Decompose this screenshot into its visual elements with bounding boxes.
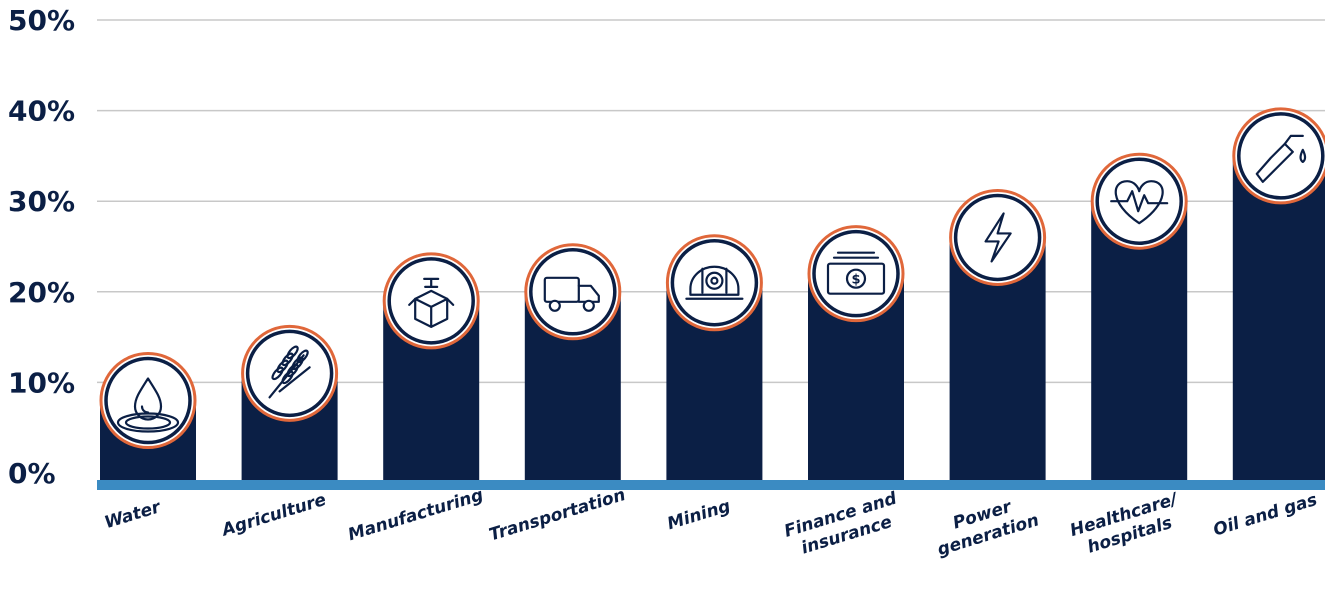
fuel-nozzle-icon (1232, 107, 1325, 205)
y-tick-label: 20% (8, 276, 75, 309)
y-tick-label: 30% (8, 185, 75, 218)
x-label-manufacturing: Manufacturing (346, 485, 486, 545)
category-icons: $ (99, 107, 1325, 450)
y-tick-label: 40% (8, 95, 75, 128)
bar-oil-and-gas (1232, 155, 1325, 481)
x-label-transportation: Transportation (487, 485, 628, 545)
y-tick-label: 0% (8, 457, 56, 490)
y-tick-label: 50% (8, 4, 75, 37)
banknote-icon: $ (807, 225, 905, 323)
wheat-icon (241, 324, 339, 422)
x-label-mining: Mining (665, 496, 733, 534)
y-tick-label: 10% (8, 366, 75, 399)
svg-text:$: $ (851, 273, 860, 288)
x-label-power-generation: Powergeneration (929, 490, 1041, 560)
x-label-finance-and-insurance: Finance andinsurance (782, 488, 906, 561)
y-axis-ticks: 0% 10% 20% 30% 40% 50% (8, 4, 75, 490)
water-drop-icon (99, 352, 197, 450)
x-label-oil-and-gas: Oil and gas (1211, 490, 1320, 541)
heartbeat-icon (1090, 152, 1188, 250)
x-label-agriculture: Agriculture (218, 490, 329, 541)
x-label-water: Water (102, 497, 164, 533)
x-label-healthcare-hospitals: Healthcare/hospitals (1068, 489, 1188, 561)
box-package-icon (382, 252, 480, 350)
x-axis-labels: Water Agriculture Manufacturing Transportat… (102, 485, 1320, 561)
lightning-bolt-icon (949, 188, 1047, 286)
delivery-truck-icon (524, 243, 622, 341)
mining-helmet-icon (665, 234, 763, 332)
x-axis-baseline (97, 480, 1325, 490)
